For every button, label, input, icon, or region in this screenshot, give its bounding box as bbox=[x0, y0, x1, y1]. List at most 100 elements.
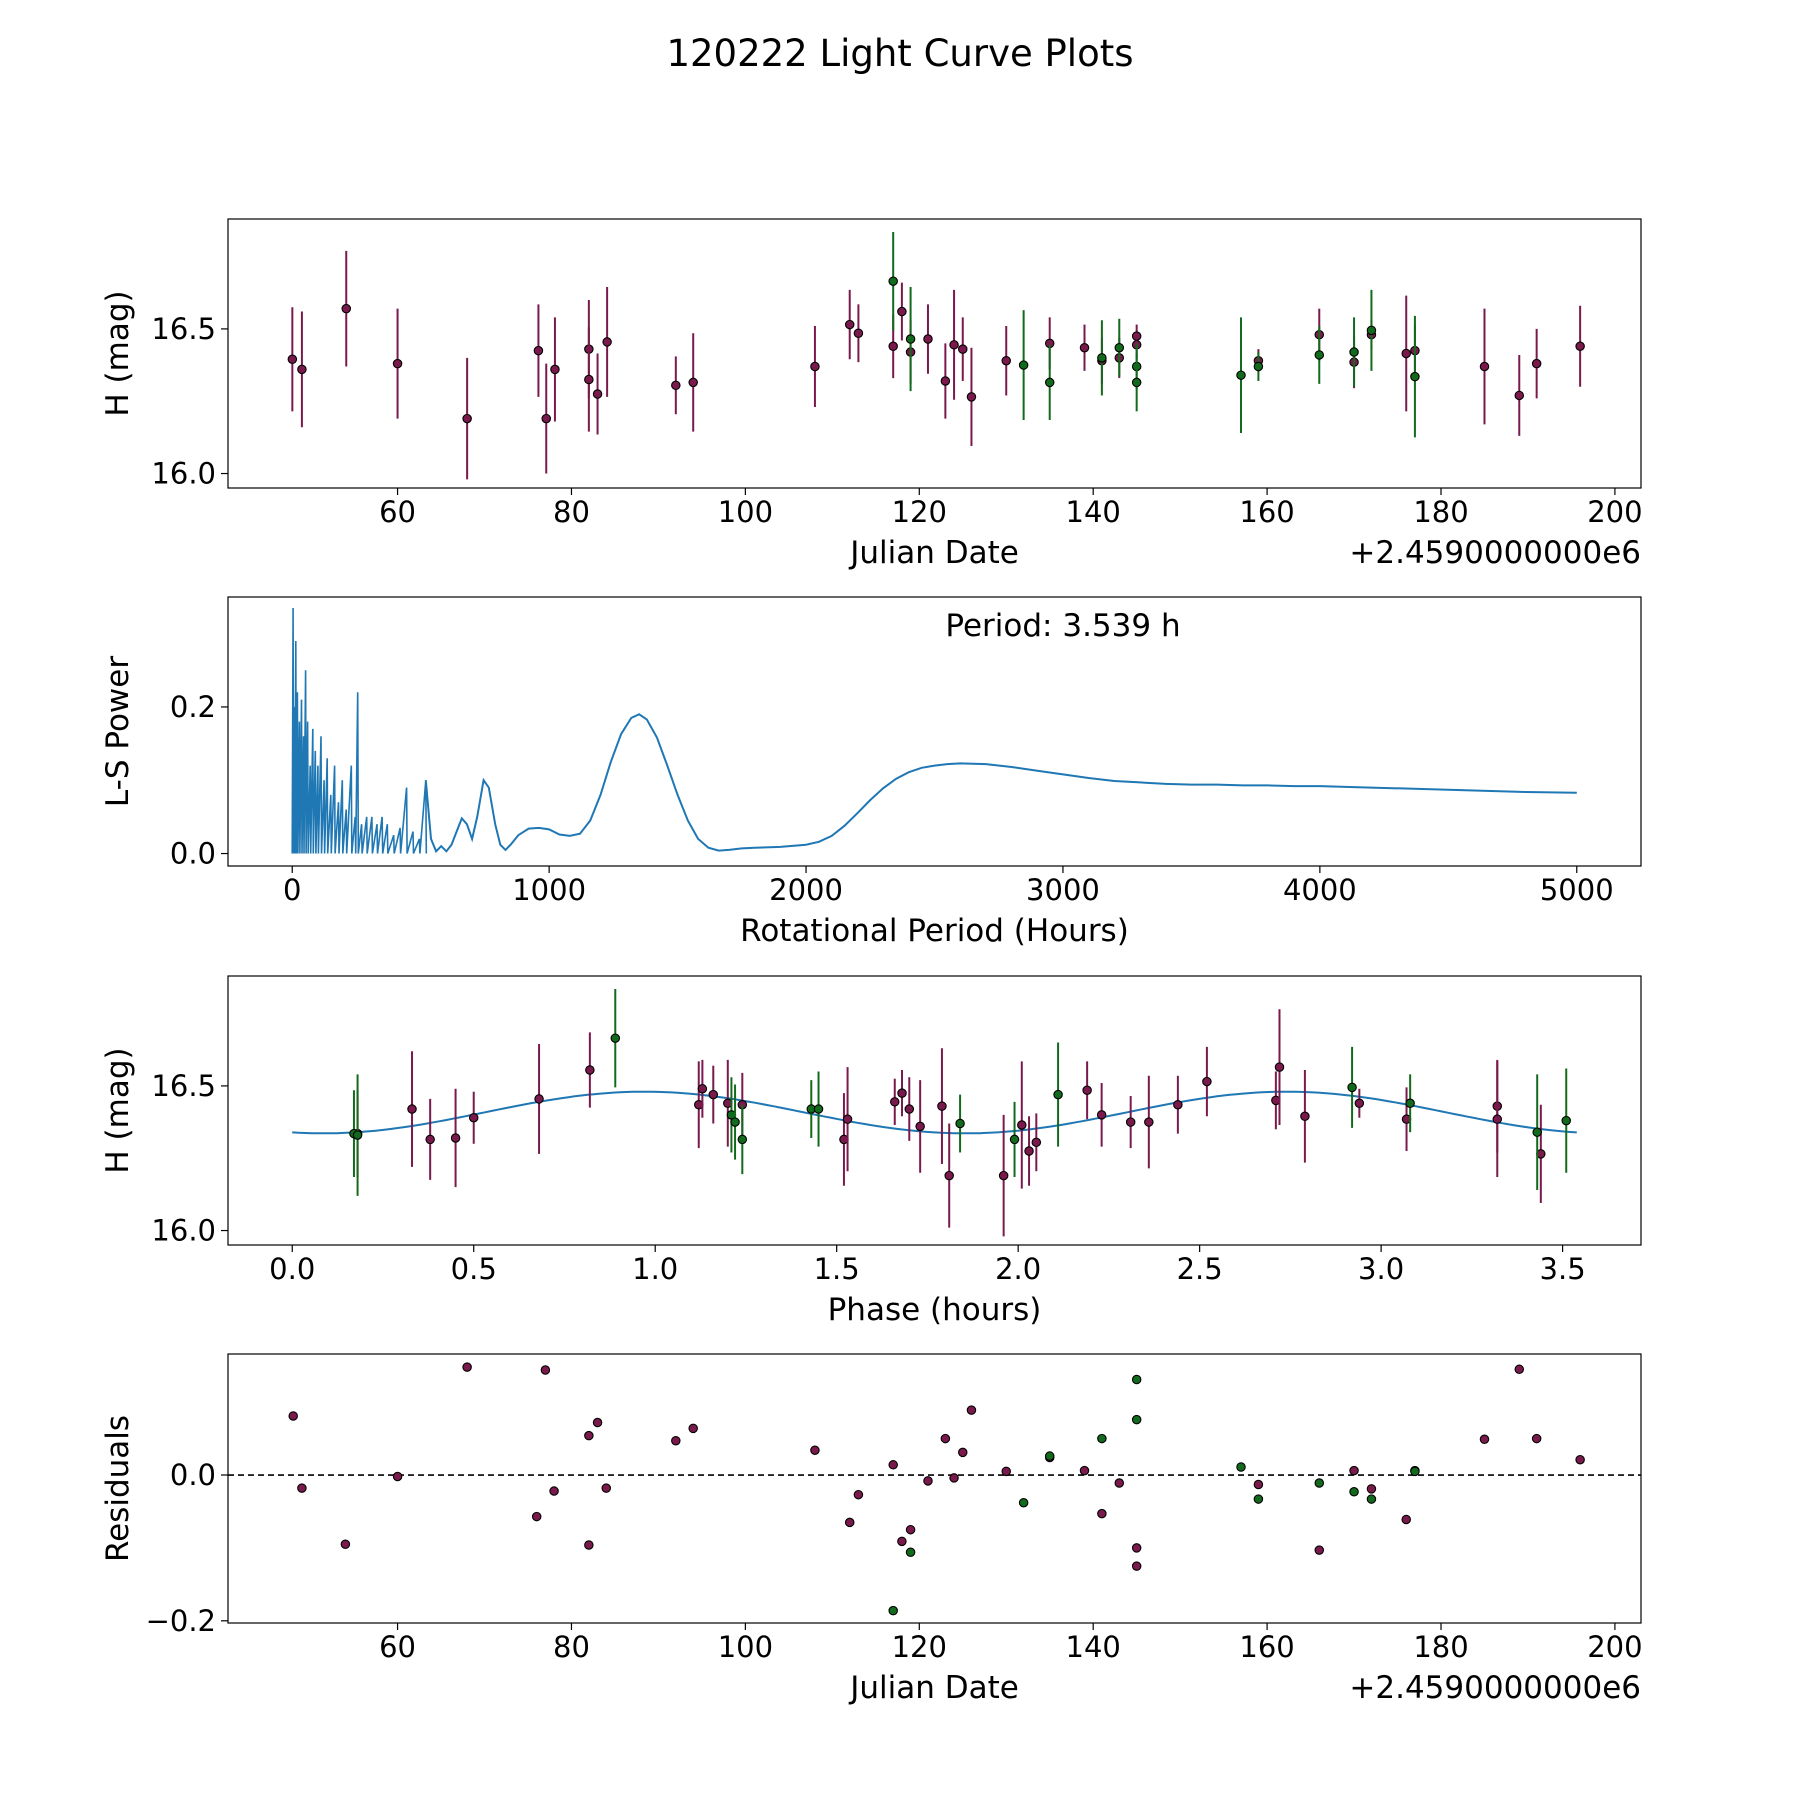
data-point-purple bbox=[468, 1112, 479, 1123]
data-point-purple bbox=[844, 1517, 855, 1528]
data-point-purple bbox=[601, 1483, 611, 1493]
periodogram-panel: 0 1000 2000 3000 4000 5000 0.0 0.2 Rotational Pe… bbox=[100, 596, 1642, 949]
data-point-purple bbox=[888, 1460, 898, 1470]
data-point-purple bbox=[1202, 1076, 1212, 1087]
data-point-purple bbox=[1082, 1085, 1092, 1096]
data-point-purple bbox=[1131, 1543, 1142, 1553]
data-point-purple bbox=[810, 1445, 820, 1455]
data-point-purple bbox=[1173, 1099, 1183, 1110]
x-tick-label: 140 bbox=[1066, 1630, 1121, 1664]
data-point-green bbox=[1366, 325, 1377, 336]
x-tick-label: 120 bbox=[892, 1630, 947, 1664]
data-point-purple bbox=[450, 1133, 461, 1143]
data-point-purple bbox=[897, 1088, 907, 1098]
x-tick-label: 180 bbox=[1413, 495, 1468, 529]
data-point-purple bbox=[1492, 1114, 1503, 1124]
data-point-purple bbox=[1096, 1110, 1107, 1120]
axes-frame bbox=[227, 218, 1642, 489]
data-point-green bbox=[1236, 370, 1246, 380]
y-axis-label: H (mag) bbox=[100, 290, 136, 416]
phased-lightcurve-panel: 0.0 0.5 1.0 1.5 2.0 2.5 3.0 3.5 16.0 16.5 Phase (h… bbox=[100, 975, 1642, 1328]
x-tick-label: 1000 bbox=[512, 873, 586, 907]
data-point-purple bbox=[897, 1536, 907, 1547]
data-point-purple bbox=[923, 334, 933, 344]
x-tick-label: 200 bbox=[1587, 495, 1642, 529]
data-point-purple bbox=[392, 1471, 403, 1482]
data-point-purple bbox=[425, 1134, 435, 1145]
data-point-purple bbox=[904, 1104, 915, 1114]
data-point-green bbox=[737, 1134, 748, 1145]
data-point-green bbox=[1018, 1497, 1029, 1508]
x-tick-label: 160 bbox=[1239, 1630, 1294, 1664]
y-tick-label: 0.2 bbox=[170, 690, 216, 724]
data-point-purple bbox=[1401, 1514, 1411, 1525]
data-point-green bbox=[1314, 1478, 1325, 1488]
data-point-green bbox=[813, 1104, 824, 1114]
data-point-green bbox=[1410, 1466, 1420, 1477]
data-point-purple bbox=[1253, 1479, 1264, 1490]
data-point-purple bbox=[1479, 361, 1490, 372]
y-axis-label: H (mag) bbox=[100, 1047, 136, 1173]
y-tick-label: 16.0 bbox=[151, 1214, 216, 1248]
data-point-green bbox=[1532, 1127, 1542, 1137]
model-fit-line bbox=[292, 1090, 1577, 1135]
data-point-green bbox=[905, 334, 916, 344]
x-tick-label: 0 bbox=[283, 873, 301, 907]
data-point-green bbox=[1253, 361, 1264, 372]
data-point-green bbox=[1349, 347, 1359, 357]
data-point-purple bbox=[1274, 1062, 1285, 1072]
x-tick-label: 3.5 bbox=[1540, 1252, 1586, 1286]
data-point-green bbox=[1114, 342, 1125, 353]
data-point-green bbox=[1236, 1462, 1246, 1472]
x-axis-label: Julian Date bbox=[848, 1670, 1019, 1706]
data-point-purple bbox=[1354, 1098, 1365, 1109]
periodogram-curve bbox=[424, 713, 1577, 854]
x-tick-label: 2.0 bbox=[995, 1252, 1041, 1286]
data-point-purple bbox=[1024, 1146, 1034, 1156]
y-axis-label: Residuals bbox=[100, 1415, 136, 1562]
data-point-green bbox=[905, 1547, 916, 1558]
data-point-purple bbox=[549, 1486, 559, 1496]
data-point-purple bbox=[288, 1411, 298, 1421]
y-tick-label: 16.5 bbox=[151, 1069, 216, 1103]
x-tick-label: 3.0 bbox=[1358, 1252, 1404, 1286]
data-point-purple bbox=[940, 1433, 951, 1444]
data-point-green bbox=[1314, 350, 1325, 360]
data-point-purple bbox=[531, 1511, 542, 1522]
data-point-green bbox=[610, 1033, 621, 1043]
x-axis-offset-text: +2.4590000000e6 bbox=[1349, 1670, 1641, 1706]
periodogram-short-period-spikes bbox=[291, 607, 428, 854]
data-point-purple bbox=[1001, 1466, 1011, 1477]
x-tick-label: 4000 bbox=[1283, 873, 1357, 907]
data-point-purple bbox=[462, 413, 472, 424]
plot-area bbox=[292, 989, 1577, 1237]
data-point-green bbox=[1366, 1494, 1377, 1504]
data-point-purple bbox=[958, 1447, 968, 1458]
data-point-purple bbox=[937, 1101, 947, 1111]
data-point-green bbox=[352, 1130, 363, 1140]
x-tick-label: 160 bbox=[1239, 495, 1294, 529]
data-point-purple bbox=[1514, 390, 1525, 401]
data-point-green bbox=[1561, 1115, 1571, 1126]
data-point-purple bbox=[297, 1483, 307, 1493]
data-point-purple bbox=[915, 1121, 925, 1132]
data-point-purple bbox=[944, 1170, 954, 1181]
x-tick-label: 80 bbox=[553, 495, 590, 529]
data-point-purple bbox=[888, 341, 898, 352]
data-point-green bbox=[1131, 1414, 1142, 1425]
data-point-purple bbox=[1079, 342, 1090, 353]
x-tick-label: 1.5 bbox=[814, 1252, 860, 1286]
x-tick-label: 60 bbox=[379, 1630, 416, 1664]
data-point-purple bbox=[890, 1097, 900, 1107]
data-point-green bbox=[1009, 1134, 1020, 1145]
x-axis-label: Phase (hours) bbox=[828, 1292, 1042, 1328]
plot-area bbox=[228, 1362, 1641, 1616]
data-point-purple bbox=[1575, 1454, 1585, 1465]
data-point-purple bbox=[1031, 1137, 1042, 1148]
x-tick-label: 100 bbox=[718, 1630, 773, 1664]
data-point-purple bbox=[1125, 1117, 1136, 1127]
data-point-purple bbox=[462, 1362, 472, 1372]
data-point-purple bbox=[853, 328, 864, 339]
